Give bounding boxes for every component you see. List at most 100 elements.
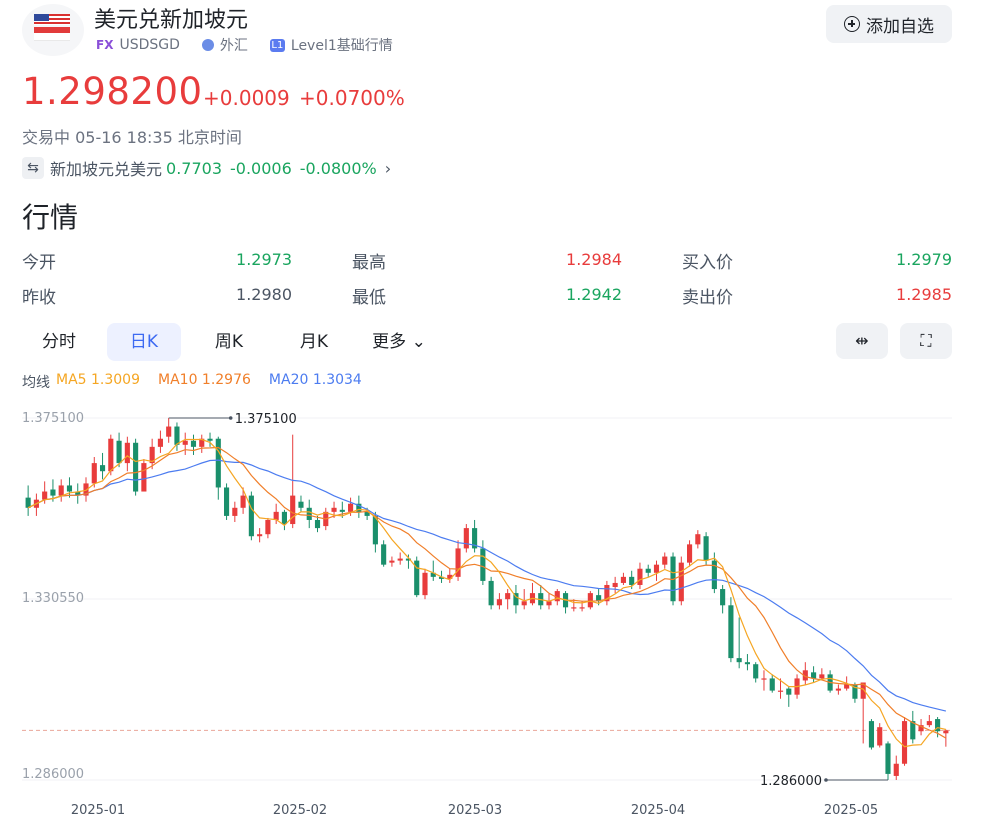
- inverse-name: 新加坡元兑美元: [50, 160, 163, 179]
- candle-body: [935, 719, 941, 732]
- trading-status: 交易中 05-16 18:35 北京时间: [22, 128, 242, 147]
- stat-label: 最低: [352, 288, 386, 308]
- inverse-pair-link[interactable]: ⇆ 新加坡元兑美元 0.7703 -0.0006 -0.0800% ›: [22, 155, 391, 181]
- stat-label: 今开: [22, 253, 56, 273]
- candle-body: [455, 548, 461, 577]
- candle-body: [596, 595, 602, 602]
- section-title: 行情: [22, 201, 79, 234]
- candle-body: [58, 485, 64, 496]
- ma-label: 均线: [22, 375, 50, 391]
- candle-body: [852, 684, 858, 699]
- candle-body: [711, 560, 717, 590]
- candle-body: [182, 440, 188, 445]
- candle-body: [943, 730, 949, 734]
- candle-body: [25, 497, 31, 508]
- ma10-line: [27, 446, 947, 739]
- stat-label: 买入价: [682, 253, 733, 273]
- candle-body: [405, 558, 412, 561]
- candle-body: [298, 501, 304, 508]
- candle-body: [372, 515, 378, 545]
- candle-body: [257, 534, 263, 537]
- candle-body: [612, 582, 618, 588]
- horizontal-expand-button[interactable]: ⇹: [836, 323, 888, 359]
- fx-badge: FX: [96, 38, 114, 52]
- candle-body: [174, 426, 180, 445]
- candle-body: [108, 438, 114, 472]
- fullscreen-button[interactable]: ⛶: [900, 323, 952, 359]
- candle-body: [604, 584, 610, 602]
- market-type: 外汇: [219, 38, 248, 54]
- add-watchlist-button[interactable]: 添加自选: [826, 5, 952, 43]
- candle-body: [157, 438, 163, 447]
- candle-body: [42, 491, 48, 500]
- tab-daily-k[interactable]: 日K: [107, 323, 181, 361]
- candle-body: [554, 591, 560, 602]
- candle-body: [893, 763, 899, 776]
- stat-value: 1.2985: [896, 285, 952, 304]
- candle-body: [629, 576, 635, 585]
- candle-body: [761, 678, 767, 680]
- symbol-info: FX USDSGD 外汇 L1 Level1基础行情: [96, 35, 393, 55]
- candle-body: [232, 507, 238, 516]
- candle-body: [505, 593, 511, 600]
- candle-body: [381, 544, 387, 565]
- candle-body: [571, 607, 577, 609]
- candle-body: [678, 562, 684, 602]
- chart-tabs: 分时 日K 周K 月K 更多 ⌄: [22, 323, 447, 361]
- level1-badge: L1: [269, 38, 285, 52]
- candle-body: [463, 528, 469, 549]
- candle-body: [587, 593, 593, 608]
- candle-body: [364, 511, 370, 516]
- candle-body: [819, 674, 825, 679]
- candle-body: [769, 678, 775, 691]
- candle-body: [281, 511, 288, 525]
- swap-icon: ⇆: [22, 157, 44, 179]
- tab-weekly-k[interactable]: 周K: [214, 332, 244, 352]
- inverse-change-percent: -0.0800%: [299, 158, 377, 178]
- candle-body: [637, 568, 643, 585]
- candle-body: [546, 601, 552, 606]
- x-axis-label: 2025-01: [71, 803, 125, 818]
- candle-body: [744, 662, 751, 665]
- ma5-line: [27, 438, 947, 748]
- candle-body: [844, 684, 850, 689]
- kline-chart[interactable]: 1.375100 1.330550 1.286000 1.375100 1.286000…: [0, 395, 994, 822]
- candle-body: [662, 556, 668, 565]
- x-axis-label: 2025-02: [273, 803, 327, 818]
- candle-body: [868, 721, 875, 748]
- tab-more[interactable]: 更多 ⌄: [362, 323, 436, 361]
- candle-body: [314, 519, 321, 529]
- candle-body: [248, 495, 254, 537]
- candle-body: [166, 426, 172, 437]
- candle-body: [199, 438, 205, 447]
- symbol-code: USDSGD: [119, 37, 180, 53]
- candle-body: [645, 568, 651, 573]
- candle-body: [124, 442, 130, 464]
- page-title: 美元兑新加坡元: [94, 8, 249, 33]
- candle-body: [910, 721, 916, 740]
- tab-monthly-k[interactable]: 月K: [299, 332, 329, 352]
- candle-body: [273, 511, 279, 520]
- stat-value: 1.2942: [566, 285, 622, 304]
- candle-body: [480, 548, 486, 581]
- candle-body: [331, 507, 337, 512]
- stat-label: 最高: [352, 253, 386, 273]
- tab-intraday[interactable]: 分时: [42, 332, 76, 352]
- candle-body: [777, 690, 784, 692]
- globe-icon: [201, 39, 214, 51]
- candle-body: [240, 495, 246, 508]
- x-axis-label: 2025-03: [448, 803, 502, 818]
- candle-body: [66, 485, 73, 492]
- stat-label: 昨收: [22, 288, 56, 308]
- candle-body: [860, 682, 866, 699]
- candle-body: [802, 670, 808, 681]
- stat-value: 1.2973: [236, 250, 292, 269]
- candle-body: [686, 544, 693, 563]
- candle-body: [579, 607, 585, 609]
- candle-body: [99, 465, 106, 472]
- candle-body: [356, 503, 362, 512]
- candle-body: [91, 463, 97, 484]
- candle-body: [430, 572, 436, 577]
- us-flag-icon: [34, 14, 70, 25]
- x-axis-label: 2025-05: [824, 803, 878, 818]
